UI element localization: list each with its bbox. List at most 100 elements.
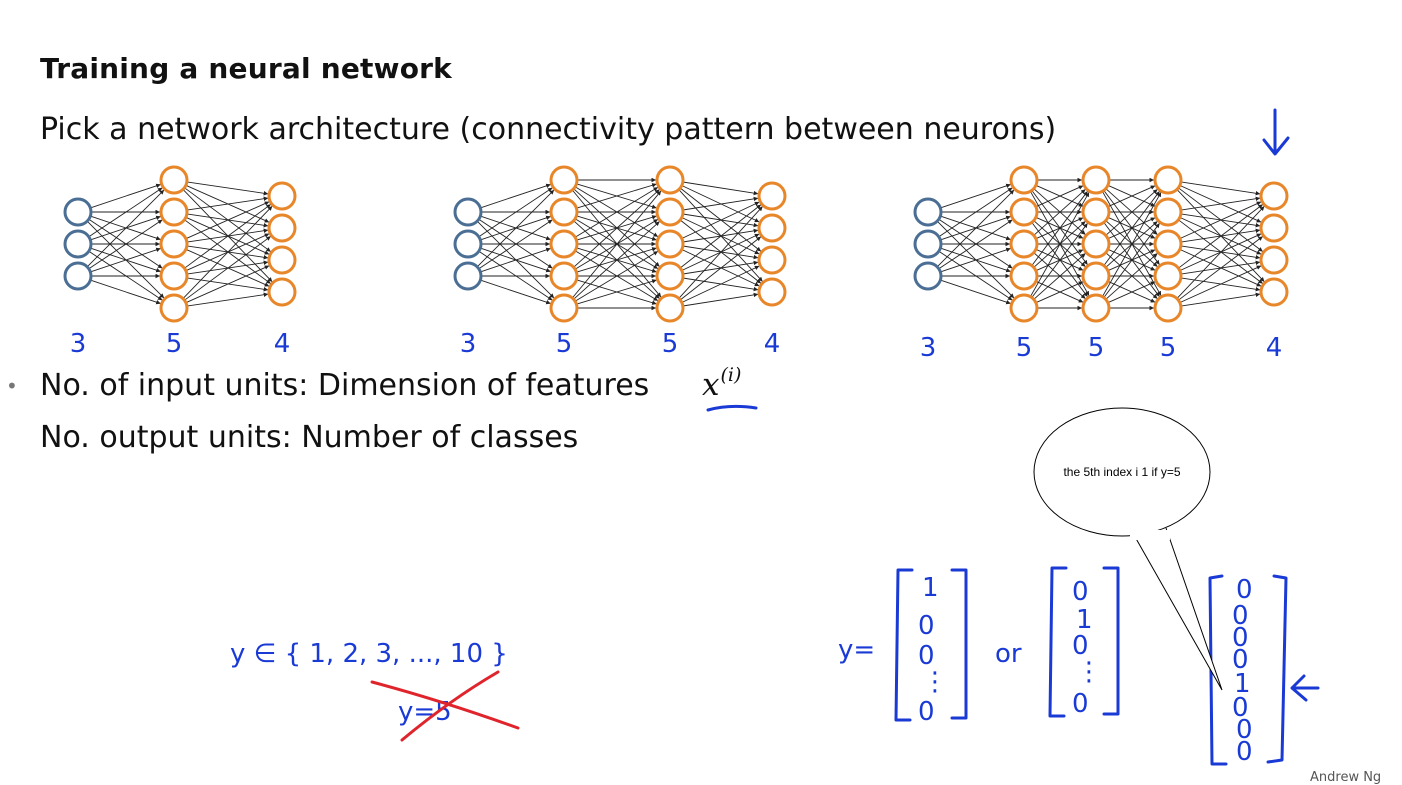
layer-size-label: 5	[166, 329, 183, 359]
vector-two-entry: 0	[1072, 689, 1089, 719]
math-underline	[706, 404, 758, 412]
network-connection	[476, 189, 555, 268]
neuron-node	[1009, 229, 1039, 259]
vector-one: 1 0 0 ⋮ 0	[894, 568, 968, 727]
layer-size-label: 3	[70, 329, 87, 359]
input-unit-node	[913, 197, 943, 227]
neuron-node	[1153, 293, 1183, 323]
or-label: or	[995, 639, 1022, 669]
footer-author: Andrew Ng	[1310, 770, 1382, 785]
neuron-node	[549, 229, 579, 259]
network-connection	[574, 250, 659, 302]
neuron-node	[1259, 213, 1289, 243]
neuron-node	[1081, 165, 1111, 195]
neuron-node	[159, 293, 189, 323]
network-connection	[1179, 201, 1262, 240]
network-connection	[186, 292, 269, 307]
network-connection	[1103, 222, 1160, 298]
network-connection	[480, 279, 551, 305]
math-superscript: (i)	[720, 364, 742, 386]
network-connection	[682, 196, 759, 211]
network-connection	[936, 189, 1015, 268]
neuron-node	[655, 261, 685, 291]
vector-three: 0 0 0 0 1 0 0 0	[1208, 574, 1288, 767]
network-connection	[571, 190, 662, 299]
neuron-node	[1081, 293, 1111, 323]
network-connection	[1107, 281, 1156, 304]
neuron-node	[1153, 165, 1183, 195]
neuron-node	[655, 229, 685, 259]
neuron-node	[655, 197, 685, 227]
output-units-line: No. output units: Number of classes	[40, 420, 579, 455]
network-connection	[1105, 252, 1158, 300]
network-connection	[90, 247, 161, 273]
neuron-node	[267, 213, 297, 243]
network-connection	[1180, 181, 1261, 196]
network-connection	[1105, 188, 1158, 236]
network-connection	[88, 187, 163, 238]
vector-one-entry: 1	[922, 573, 939, 603]
network-connection	[1102, 191, 1162, 297]
neuron-node	[1153, 197, 1183, 227]
input-unit-node	[453, 261, 483, 291]
neuron-node	[159, 261, 189, 291]
vector-three-entry: 0	[1232, 693, 1249, 723]
network-connection	[478, 187, 553, 238]
network-connection	[186, 181, 269, 196]
input-unit-node	[913, 261, 943, 291]
vector-one-entry: ⋮	[922, 667, 948, 697]
network-connection	[679, 236, 762, 301]
layer-size-label: 5	[1016, 333, 1033, 363]
network-connection	[1178, 236, 1264, 301]
vector-two-entry: 0	[1072, 631, 1089, 661]
network-connection	[480, 247, 551, 273]
network-connection	[1035, 185, 1084, 208]
network-connection	[1103, 190, 1160, 266]
network-connection	[1178, 204, 1264, 269]
neuron-node	[757, 181, 787, 211]
vector-three-entry: 0	[1236, 737, 1253, 767]
neuron-node	[549, 165, 579, 195]
neuron-node	[267, 181, 297, 211]
input-unit-node	[63, 197, 93, 227]
math-var: x	[702, 367, 720, 403]
network-connection	[576, 183, 657, 209]
layer-size-label: 3	[460, 329, 477, 359]
vector-two-entry: 1	[1076, 605, 1093, 635]
network-connection	[1030, 191, 1090, 297]
neuron-node	[1009, 197, 1039, 227]
pointer-arrow-left	[1290, 674, 1320, 702]
network-connection	[1035, 281, 1084, 304]
neuron-node	[159, 197, 189, 227]
neuron-node	[757, 245, 787, 275]
input-unit-node	[453, 229, 483, 259]
input-unit-node	[63, 261, 93, 291]
neuron-node	[1009, 293, 1039, 323]
network-connection	[90, 183, 161, 209]
neuron-node	[757, 277, 787, 307]
layer-size-label: 4	[274, 329, 291, 359]
neuron-node	[757, 213, 787, 243]
y-set-label: y ∈ { 1, 2, 3, ..., 10 }	[230, 639, 508, 669]
neuron-node	[1259, 181, 1289, 211]
neuron-node	[1259, 277, 1289, 307]
network-connection	[185, 201, 270, 240]
network-connection	[88, 219, 163, 270]
neuron-node	[1009, 165, 1039, 195]
neuron-node	[549, 261, 579, 291]
cross-out-mark	[370, 670, 520, 742]
network-connection	[681, 201, 760, 239]
network-connection	[184, 235, 272, 301]
neuron-node	[1081, 261, 1111, 291]
vector-one-entry: 0	[918, 611, 935, 641]
vector-two: 0 1 0 ⋮ 0	[1048, 566, 1120, 719]
network-connection	[1180, 292, 1261, 307]
y-equals-label: y=	[838, 635, 875, 665]
network-connection	[679, 204, 762, 269]
bullet-marker: •	[6, 374, 18, 398]
layer-size-label: 4	[1266, 333, 1283, 363]
layer-size-label: 5	[556, 329, 573, 359]
vector-three-entry: 0	[1232, 623, 1249, 653]
network-connection	[681, 265, 760, 303]
